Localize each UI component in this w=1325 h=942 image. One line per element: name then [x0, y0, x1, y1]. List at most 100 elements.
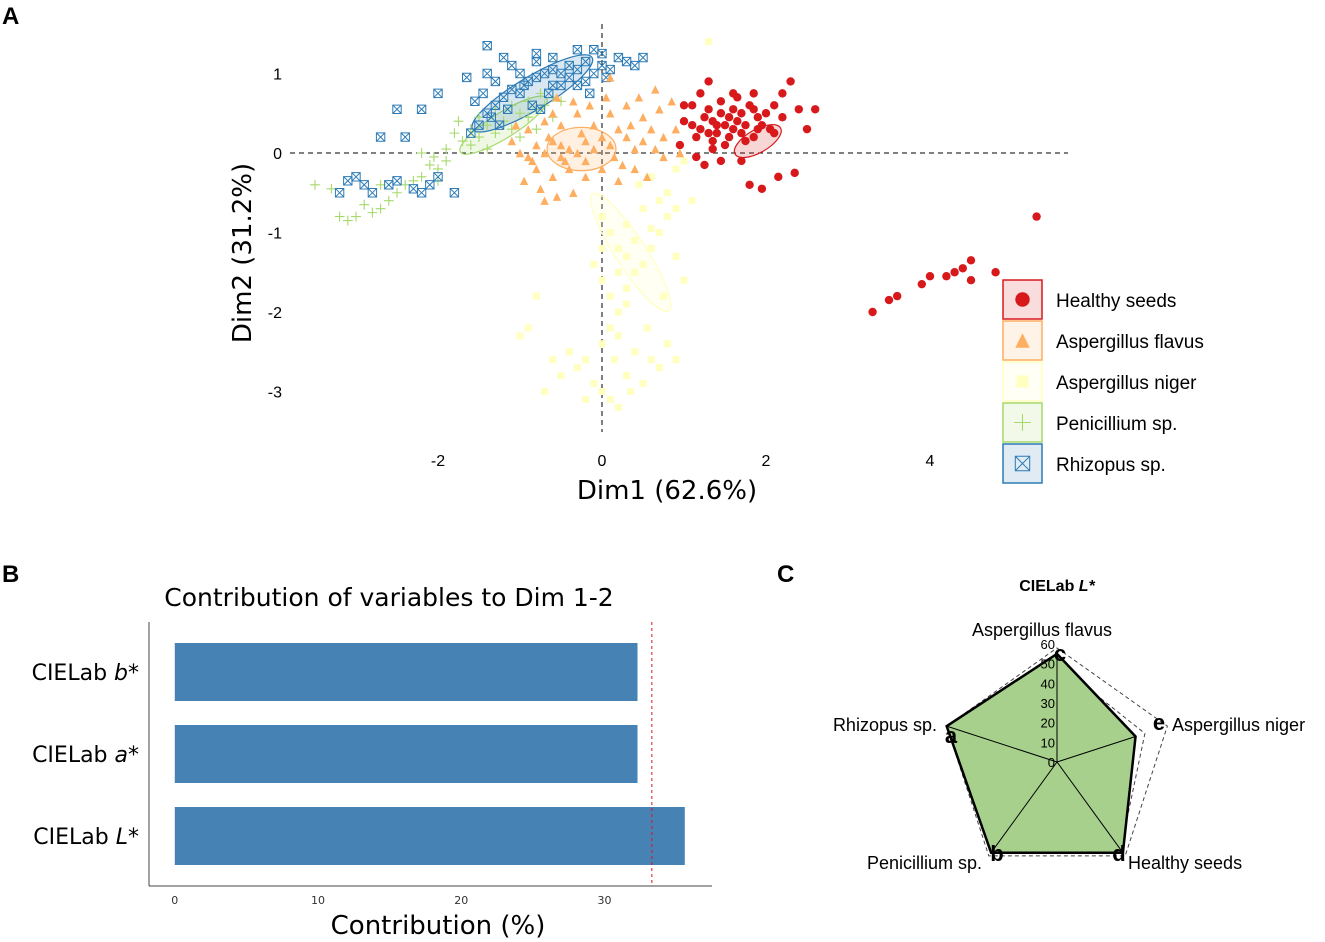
- radar-axis-label: Penicillium sp.: [867, 853, 982, 873]
- point: [572, 44, 583, 55]
- point: [614, 332, 622, 340]
- point: [627, 388, 635, 395]
- point: [515, 68, 525, 79]
- point: [573, 148, 582, 158]
- point: [503, 104, 513, 114]
- point: [515, 108, 525, 119]
- point: [598, 213, 606, 221]
- point: [680, 276, 688, 284]
- point: [753, 124, 762, 134]
- point: [531, 124, 542, 135]
- point: [623, 221, 631, 229]
- point: [606, 140, 615, 150]
- panel-c-letter: C: [777, 561, 794, 588]
- point: [741, 120, 750, 130]
- point: [712, 128, 721, 138]
- point: [519, 80, 529, 91]
- point: [598, 340, 606, 348]
- point: [590, 260, 598, 268]
- point: [655, 105, 664, 114]
- legend: Healthy seeds Aspergillus flavus Aspergill…: [1002, 279, 1204, 484]
- point: [606, 324, 614, 332]
- point: [614, 268, 622, 276]
- point: [515, 132, 525, 142]
- point: [811, 105, 820, 114]
- point: [597, 48, 607, 59]
- point: [614, 403, 622, 411]
- point: [704, 77, 713, 86]
- y-tick-label: -3: [268, 385, 282, 402]
- point: [651, 144, 660, 154]
- point: [556, 80, 566, 91]
- point: [449, 128, 460, 139]
- point: [531, 72, 542, 83]
- x-tick-labels: -2 0 2 4: [431, 453, 935, 470]
- point: [626, 120, 635, 130]
- point: [408, 184, 419, 194]
- point: [613, 52, 624, 63]
- x-tick-labels: 0 10 20 30: [171, 894, 611, 907]
- point: [556, 140, 566, 150]
- legend-label: Aspergillus flavus: [1056, 332, 1204, 353]
- point: [557, 372, 565, 380]
- point: [597, 132, 607, 142]
- y-tick-labels: 1 0 -1 -2 -3: [268, 67, 282, 402]
- point: [580, 56, 591, 67]
- point: [540, 117, 549, 126]
- point: [749, 105, 758, 114]
- point: [610, 152, 619, 162]
- point: [729, 124, 738, 134]
- point: [552, 93, 562, 102]
- point: [647, 173, 655, 181]
- point: [614, 308, 622, 316]
- point: [660, 292, 667, 300]
- point: [589, 68, 599, 79]
- x-tick-label: 2: [762, 453, 771, 470]
- point: [573, 109, 582, 118]
- point: [494, 120, 505, 130]
- point: [532, 140, 541, 150]
- point: [623, 300, 631, 308]
- point: [606, 109, 615, 118]
- point: [498, 52, 509, 63]
- radar-tick-label: 0: [1048, 755, 1055, 770]
- point: [536, 184, 545, 193]
- scatter-points: [310, 38, 1041, 411]
- point: [680, 157, 688, 165]
- radar-tick-label: 10: [1041, 735, 1055, 750]
- legend-marker: [1015, 292, 1030, 307]
- point: [565, 348, 573, 356]
- point: [942, 272, 951, 281]
- point: [482, 68, 492, 79]
- point: [630, 164, 639, 174]
- point: [688, 197, 696, 205]
- point: [761, 109, 771, 118]
- x-axis-title: Dim1 (62.6%): [577, 476, 757, 506]
- point: [622, 101, 631, 110]
- point: [581, 156, 590, 166]
- point: [642, 172, 652, 182]
- point: [416, 171, 427, 182]
- radar-spoke: [946, 725, 1058, 763]
- point: [610, 356, 618, 364]
- bar: [174, 807, 685, 865]
- point: [696, 89, 705, 98]
- radar-axis-label: Rhizopus sp.: [833, 715, 937, 735]
- point: [606, 292, 614, 300]
- x-tick-label: 20: [454, 894, 468, 907]
- point: [334, 211, 345, 222]
- point: [623, 284, 631, 292]
- point: [548, 52, 558, 63]
- point: [590, 380, 598, 388]
- y-tick-label: -2: [268, 305, 282, 322]
- point: [429, 152, 439, 162]
- bar: [174, 725, 638, 783]
- point: [786, 77, 795, 86]
- point: [589, 120, 598, 130]
- legend-label: Aspergillus niger: [1056, 373, 1197, 394]
- point: [535, 104, 546, 114]
- point: [400, 132, 410, 142]
- point: [507, 60, 517, 71]
- point: [667, 97, 676, 106]
- point: [367, 207, 378, 218]
